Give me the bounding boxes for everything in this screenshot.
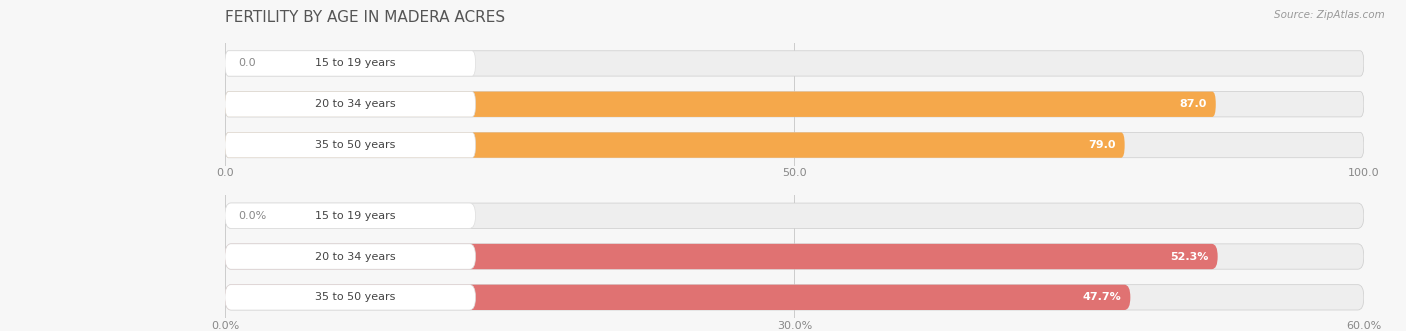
Text: 52.3%: 52.3% [1170,252,1209,261]
FancyBboxPatch shape [225,285,1130,310]
FancyBboxPatch shape [225,132,1125,158]
FancyBboxPatch shape [225,285,1364,310]
FancyBboxPatch shape [225,285,475,310]
Text: 20 to 34 years: 20 to 34 years [315,99,395,109]
Text: 79.0: 79.0 [1088,140,1115,150]
FancyBboxPatch shape [225,92,1216,117]
FancyBboxPatch shape [225,51,1364,76]
Text: 0.0: 0.0 [239,59,256,69]
FancyBboxPatch shape [225,51,475,76]
FancyBboxPatch shape [225,132,475,158]
FancyBboxPatch shape [225,244,1218,269]
Text: 15 to 19 years: 15 to 19 years [315,211,395,221]
Text: 87.0: 87.0 [1180,99,1206,109]
Text: 35 to 50 years: 35 to 50 years [315,140,395,150]
Text: FERTILITY BY AGE IN MADERA ACRES: FERTILITY BY AGE IN MADERA ACRES [225,10,505,25]
Text: 0.0%: 0.0% [239,211,267,221]
Text: 35 to 50 years: 35 to 50 years [315,292,395,302]
Text: Source: ZipAtlas.com: Source: ZipAtlas.com [1274,10,1385,20]
FancyBboxPatch shape [225,244,1364,269]
FancyBboxPatch shape [225,92,475,117]
Text: 20 to 34 years: 20 to 34 years [315,252,395,261]
Text: 47.7%: 47.7% [1083,292,1121,302]
Text: 15 to 19 years: 15 to 19 years [315,59,395,69]
FancyBboxPatch shape [225,203,475,228]
FancyBboxPatch shape [225,244,475,269]
FancyBboxPatch shape [225,92,1364,117]
FancyBboxPatch shape [225,203,1364,228]
FancyBboxPatch shape [225,132,1364,158]
